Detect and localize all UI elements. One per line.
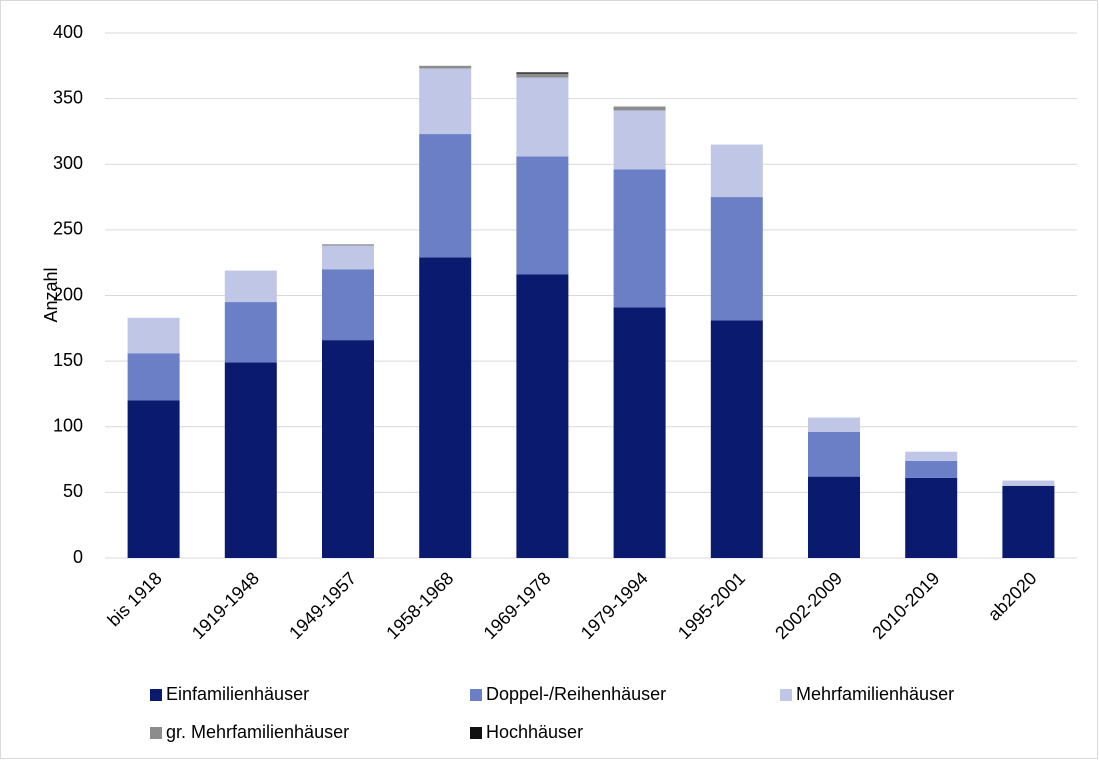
- x-tick-label: bis 1918: [104, 568, 166, 630]
- x-tick-label: 1979-1994: [577, 568, 652, 643]
- y-axis-label: Anzahl: [41, 267, 61, 322]
- bar-segment: [613, 169, 666, 308]
- bar-segment: [419, 257, 472, 558]
- legend-label: Doppel-/Reihenhäuser: [486, 684, 666, 704]
- bar-segment: [322, 244, 374, 246]
- bar-segment: [710, 144, 763, 198]
- bar-segment: [1002, 485, 1055, 558]
- bar-segment: [710, 197, 763, 321]
- y-tick-label: 50: [63, 481, 83, 501]
- x-tick-label: 2010-2019: [868, 568, 943, 643]
- bar-segment: [224, 270, 277, 303]
- bar-segment: [516, 274, 569, 558]
- legend-label: Hochhäuser: [486, 722, 583, 742]
- bar-segment: [127, 317, 180, 354]
- x-tick-label: 2002-2009: [771, 568, 846, 643]
- legend-swatch: [470, 689, 482, 701]
- x-tick-label: 1949-1957: [285, 568, 360, 643]
- bar-segment: [127, 353, 180, 401]
- bar-segment: [905, 477, 958, 558]
- y-tick-label: 100: [53, 416, 83, 436]
- x-tick-label: ab2020: [984, 568, 1041, 625]
- bar-segment: [1002, 480, 1055, 486]
- legend-label: Einfamilienhäuser: [166, 684, 309, 704]
- bar-segment: [322, 340, 374, 558]
- bar-segment: [322, 245, 374, 270]
- bar-segment: [516, 156, 569, 275]
- bar-segment: [905, 460, 958, 478]
- bar-segment: [224, 302, 277, 363]
- y-tick-label: 400: [53, 22, 83, 42]
- bar-segment: [516, 73, 569, 78]
- bar-segment: [516, 77, 569, 157]
- bar-segment: [516, 72, 569, 74]
- bar-segment: [613, 307, 666, 558]
- bar-segment: [322, 269, 374, 341]
- y-tick-label: 300: [53, 153, 83, 173]
- x-tick-label: 1995-2001: [674, 568, 749, 643]
- bar-segment: [419, 134, 472, 258]
- bar-segment: [419, 65, 472, 69]
- bar-segment: [808, 432, 860, 477]
- bar-segment: [224, 362, 277, 558]
- x-tick-label: 1958-1968: [382, 568, 457, 643]
- bar-segment: [808, 417, 860, 432]
- bar-segment: [905, 451, 958, 461]
- legend-swatch: [150, 689, 162, 701]
- legend-swatch: [150, 727, 162, 739]
- legend-label: gr. Mehrfamilienhäuser: [166, 722, 349, 742]
- y-tick-label: 200: [53, 284, 83, 304]
- y-tick-label: 0: [73, 547, 83, 567]
- x-tick-label: 1969-1978: [480, 568, 555, 643]
- legend-swatch: [780, 689, 792, 701]
- bar-segment: [127, 400, 180, 558]
- legend-swatch: [470, 727, 482, 739]
- y-tick-label: 350: [53, 87, 83, 107]
- legend-label: Mehrfamilienhäuser: [796, 684, 954, 704]
- bar-segment: [613, 106, 666, 111]
- bar-segment: [419, 68, 472, 135]
- bar-segment: [710, 320, 763, 558]
- x-tick-label: 1919-1948: [188, 568, 263, 643]
- bar-segment: [808, 476, 860, 558]
- bar-segment: [613, 110, 666, 170]
- y-tick-label: 250: [53, 219, 83, 239]
- y-tick-label: 150: [53, 350, 83, 370]
